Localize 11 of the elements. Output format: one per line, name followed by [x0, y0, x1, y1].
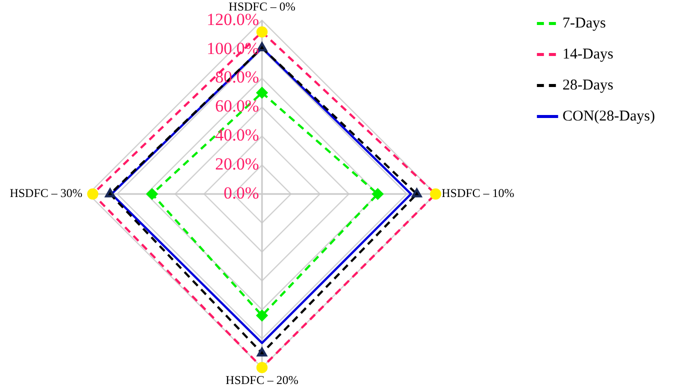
spoke-label: HSDFC – 10%	[442, 186, 514, 200]
spoke-label: HSDFC – 20%	[226, 372, 298, 387]
legend-label: 14-Days	[562, 46, 614, 62]
legend-label: 28-Days	[562, 77, 614, 94]
y-tick-label: 40.0%	[215, 126, 259, 145]
y-tick-label: 0.0%	[224, 183, 259, 202]
y-tick-label: 20.0%	[215, 154, 259, 174]
spoke-label: HSDFC – 30%	[10, 186, 82, 200]
legend-label: CON(28-Days)	[562, 108, 656, 124]
legend-label: 7-Days	[562, 15, 606, 32]
y-tick-label: 60.0%	[215, 96, 259, 116]
